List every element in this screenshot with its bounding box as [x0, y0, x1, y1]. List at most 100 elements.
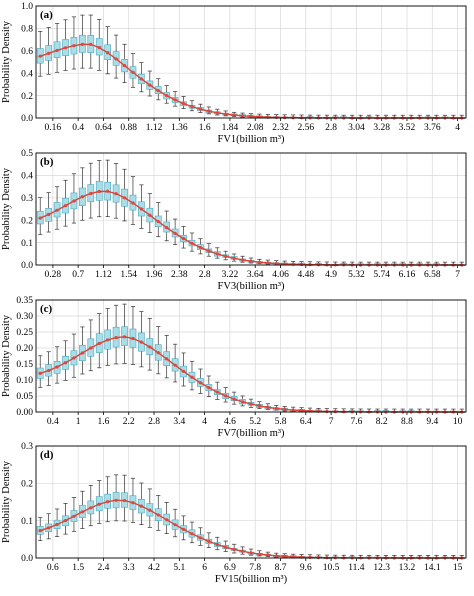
density-marker-14: [148, 345, 152, 349]
density-marker-6: [80, 510, 84, 514]
density-marker-8: [97, 502, 101, 506]
x-tick-label: 8.2: [376, 417, 388, 427]
density-marker-32: [299, 262, 304, 267]
x-tick-label: 1.12: [146, 123, 163, 133]
x-tick-label: 1.6: [98, 417, 110, 427]
x-tick-label: 2.08: [247, 123, 264, 133]
x-tick-label: 7: [455, 270, 460, 280]
density-marker-13: [139, 504, 143, 508]
density-marker-20: [198, 381, 203, 385]
density-marker-7: [89, 346, 93, 350]
density-marker-18: [181, 237, 186, 241]
x-tick-label: 7.6: [350, 417, 362, 427]
density-marker-7: [89, 42, 93, 46]
x-tick-label: 2.8: [325, 123, 337, 133]
density-marker-28: [266, 553, 270, 557]
density-marker-16: [165, 518, 169, 522]
density-marker-4: [63, 204, 68, 208]
density-marker-7: [89, 191, 93, 196]
x-tick-label: 1.54: [120, 270, 137, 280]
x-axis-label: FV1(billion m³): [217, 134, 285, 145]
density-marker-1: [38, 371, 42, 375]
x-tick-label: 3.64: [247, 270, 264, 280]
x-tick-label: 1.36: [171, 123, 188, 133]
y-tick-label: 0.15: [16, 360, 33, 370]
density-marker-6: [80, 42, 84, 46]
x-tick-label: 5.32: [348, 270, 365, 280]
density-marker-21: [207, 539, 211, 543]
x-tick-label: 0.64: [95, 123, 112, 133]
y-tick-label: 0.1: [21, 517, 33, 527]
density-marker-24: [232, 547, 236, 552]
x-tick-label: 4.6: [224, 417, 236, 427]
density-marker-23: [224, 394, 228, 398]
density-marker-5: [72, 44, 76, 48]
density-marker-19: [190, 532, 194, 536]
plot-area: [36, 6, 466, 118]
x-tick-label: 2.8: [199, 270, 211, 280]
y-tick-label: 0.2: [21, 480, 33, 490]
x-axis-label: FV7(billion m³): [217, 428, 285, 439]
density-marker-25: [240, 549, 245, 553]
density-marker-16: [165, 226, 169, 230]
density-marker-11: [122, 498, 127, 503]
x-axis-label: FV15(billion m³): [215, 574, 288, 585]
density-marker-2: [47, 212, 51, 217]
density-marker-26: [249, 402, 253, 406]
density-marker-4: [63, 46, 68, 50]
x-tick-label: 4.2: [148, 563, 160, 573]
y-tick-label: 0.3: [21, 194, 33, 204]
x-tick-label: 3.04: [348, 123, 365, 133]
density-marker-18: [181, 101, 186, 106]
plot-frame: [35, 5, 467, 119]
density-marker-24: [232, 256, 236, 260]
x-tick-label: 10: [453, 417, 463, 427]
y-tick-label: 0.0: [21, 554, 33, 564]
x-tick-label: 6.9: [224, 563, 236, 573]
y-axis-label: Probability Density: [1, 460, 12, 543]
density-marker-9: [106, 338, 110, 342]
x-tick-label: 0.16: [45, 123, 62, 133]
x-tick-label: 8.8: [401, 417, 413, 427]
density-marker-26: [249, 114, 253, 119]
x-tick-label: 3.76: [424, 123, 441, 133]
x-tick-label: 12.3: [373, 563, 390, 573]
y-tick-label: 0.10: [16, 376, 33, 386]
density-marker-5: [72, 514, 76, 518]
x-tick-label: 1.96: [146, 270, 163, 280]
panel-c: 0.00 0.05 0.10 0.15 0.20 0.25 0.30 0.35 0.4 1 1.6 2…: [1, 296, 467, 439]
x-tick-label: 1.5: [72, 563, 84, 573]
x-tick-label: 4.06: [272, 270, 289, 280]
x-tick-label: 8.7: [275, 563, 287, 573]
density-marker-15: [156, 513, 160, 517]
plot-area: [36, 153, 466, 265]
density-marker-21: [207, 249, 211, 253]
density-marker-20: [198, 245, 203, 250]
density-marker-20: [198, 107, 203, 111]
x-tick-label: 3.3: [123, 563, 135, 573]
y-tick-label: 0.4: [21, 69, 33, 79]
density-marker-22: [215, 111, 219, 115]
density-marker-10: [114, 336, 118, 340]
x-tick-label: 1.84: [222, 123, 239, 133]
panel-d: 0.0 0.1 0.2 0.3 0.6 1.5 2.4 3.3 4.2 5.1 6 6.9 7.8 8.7…: [1, 442, 467, 585]
density-marker-14: [148, 213, 152, 217]
density-marker-18: [181, 527, 186, 531]
y-tick-label: 0.8: [21, 25, 33, 35]
density-marker-11: [122, 64, 127, 68]
density-marker-21: [207, 386, 211, 390]
density-marker-17: [173, 98, 177, 102]
y-tick-label: 0.35: [16, 296, 33, 306]
panel-label: (d): [40, 449, 54, 461]
y-tick-label: 0.2: [21, 216, 33, 226]
density-marker-13: [139, 340, 143, 344]
x-tick-label: 0.4: [47, 417, 59, 427]
density-marker-29: [274, 406, 278, 411]
x-tick-label: 1: [76, 417, 81, 427]
density-marker-8: [97, 189, 101, 194]
density-marker-27: [257, 404, 262, 408]
density-marker-23: [224, 112, 228, 116]
density-marker-29: [274, 554, 278, 558]
density-marker-8: [97, 341, 101, 346]
x-tick-label: 15: [453, 563, 463, 573]
